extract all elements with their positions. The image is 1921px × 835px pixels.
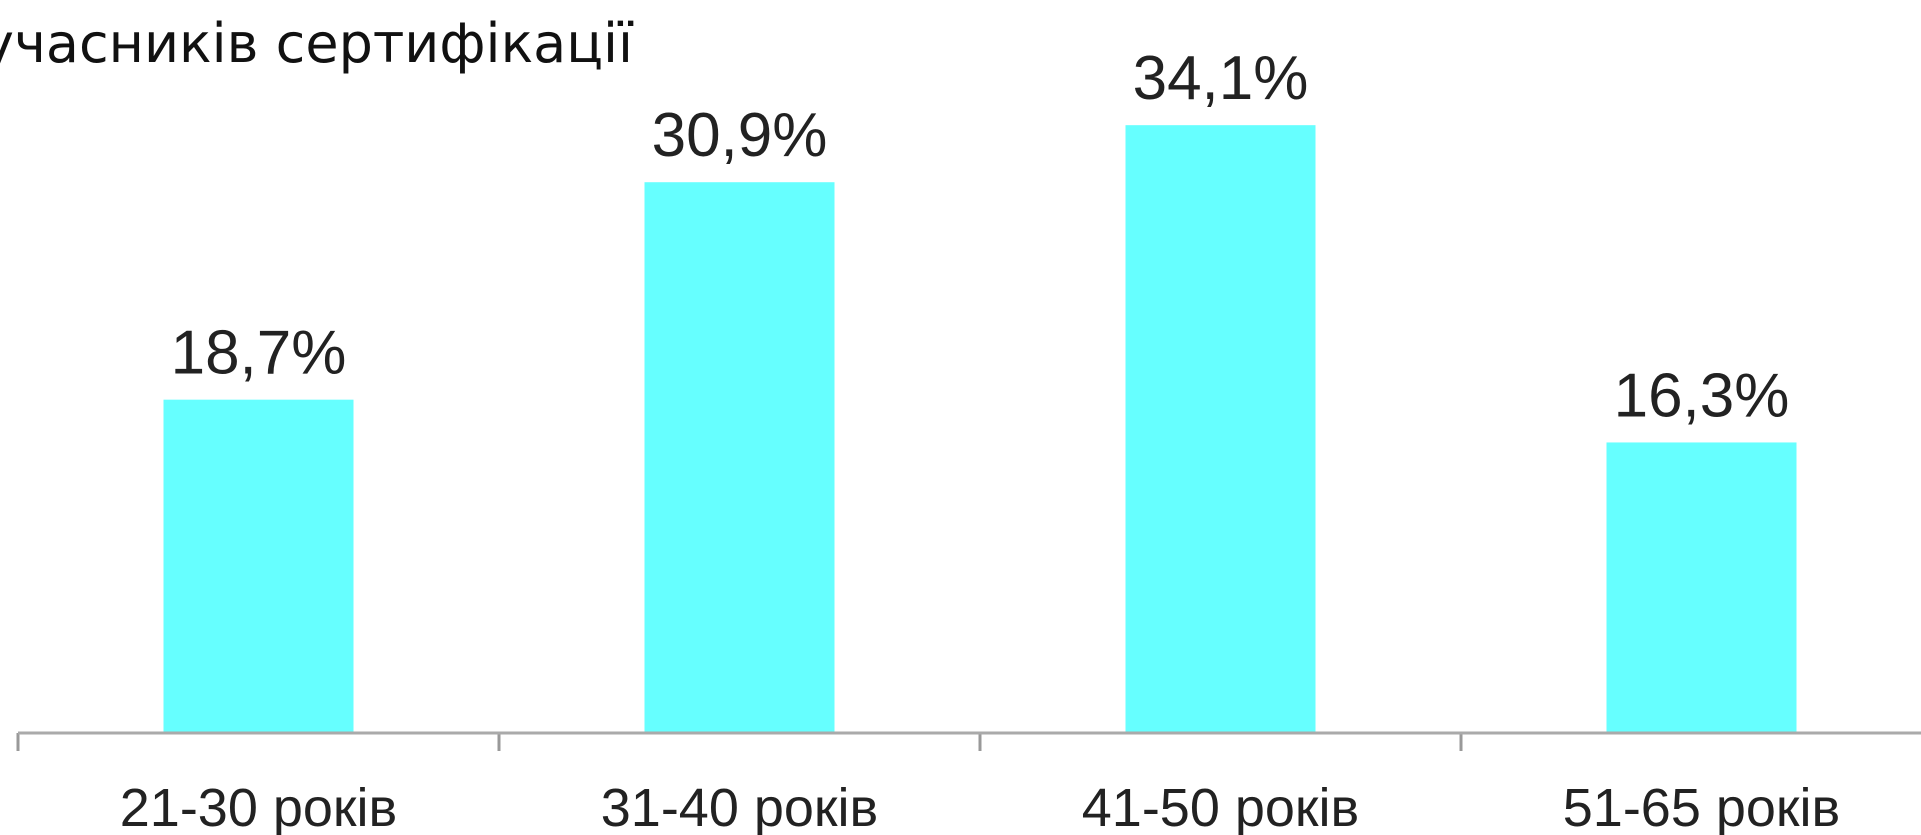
- bar: [1606, 442, 1797, 733]
- value-label: 34,1%: [1133, 44, 1309, 113]
- x-tick-label: 41-50 років: [1082, 778, 1360, 835]
- value-label: 30,9%: [652, 101, 828, 170]
- bar: [1125, 125, 1316, 734]
- value-label: 18,7%: [171, 319, 347, 388]
- x-tick-label: 51-65 років: [1563, 778, 1841, 835]
- bar: [163, 399, 354, 733]
- value-label: 16,3%: [1614, 361, 1790, 430]
- x-tick-label: 31-40 років: [601, 778, 879, 835]
- x-tick-label: 21-30 років: [120, 778, 398, 835]
- bar: [644, 182, 835, 733]
- chart-title: учасників сертифікації: [0, 12, 634, 75]
